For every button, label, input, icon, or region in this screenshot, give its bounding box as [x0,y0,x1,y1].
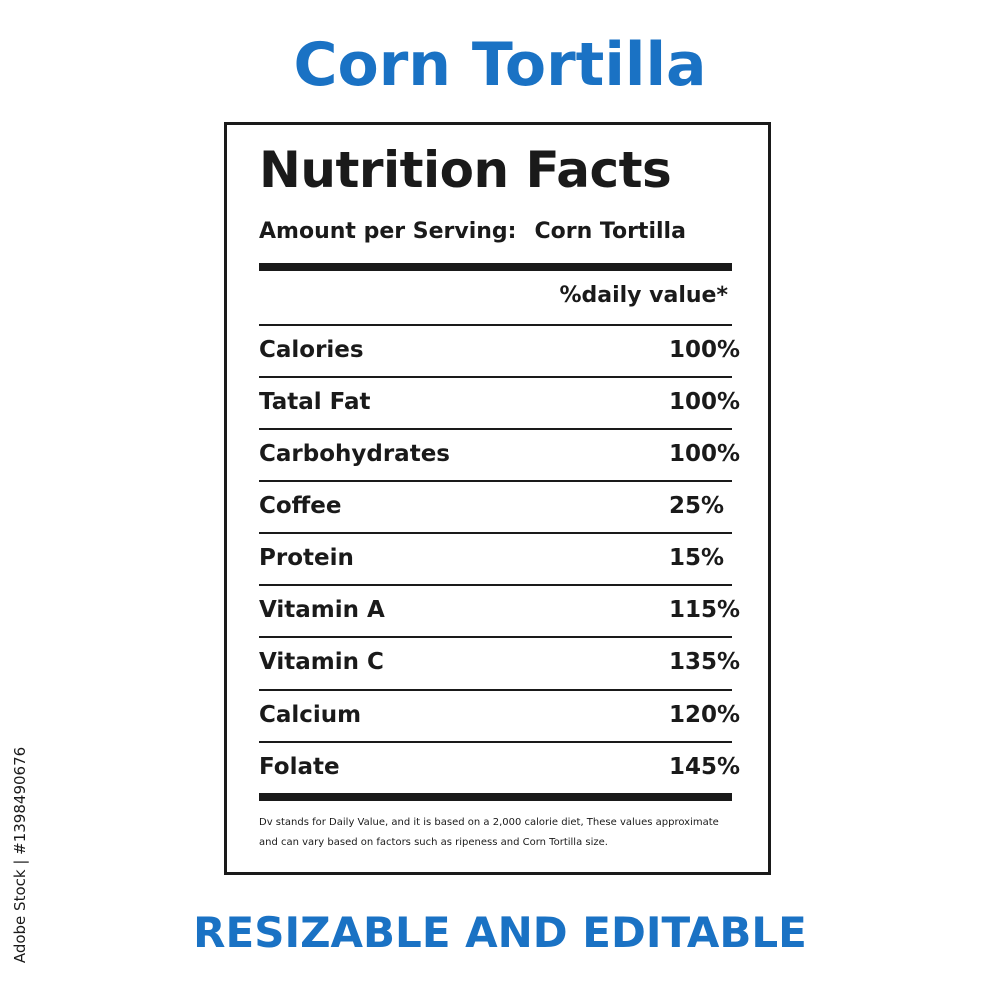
nutrient-value: 135% [669,649,741,675]
nutrient-name: Vitamin A [259,597,385,623]
nutrient-name: Calories [259,337,364,363]
nutrition-facts-title: Nutrition Facts [259,141,672,199]
nutrition-label: Nutrition Facts Amount per Serving: Corn … [224,122,771,875]
nutrient-name: Protein [259,545,354,571]
nutrient-value: 145% [669,754,741,780]
nutrient-row-carbohydrates: Carbohydrates 100% [259,431,740,481]
divider [259,741,732,743]
resizable-banner: RESIZABLE AND EDITABLE [193,908,807,957]
daily-value-footnote: Dv stands for Daily Value, and it is bas… [259,813,749,853]
stock-id-watermark: Adobe Stock | #1398490676 [8,746,32,964]
nutrient-name: Calcium [259,702,362,728]
footnote-line: and can vary based on factors such as ri… [259,837,608,848]
nutrient-row-calories: Calories 100% [259,327,740,377]
nutrient-value: 25% [669,493,725,519]
divider [259,324,732,326]
nutrient-name: Vitamin C [259,649,384,675]
footnote-line: Dv stands for Daily Value, and it is bas… [259,817,719,828]
nutrient-row-folate: Folate 145% [259,744,740,794]
nutrient-value: 100% [669,337,741,363]
nutrient-value: 120% [669,702,741,728]
divider [259,428,732,430]
nutrient-value: 100% [669,389,741,415]
divider [259,584,732,586]
serving-line: Amount per Serving: Corn Tortilla [259,219,686,244]
divider [259,376,732,378]
product-heading: Corn Tortilla [293,30,707,100]
nutrient-name: Tatal Fat [259,389,371,415]
nutrient-name: Folate [259,754,340,780]
nutrient-value: 15% [669,545,725,571]
nutrient-value: 100% [669,441,741,467]
nutrient-name: Carbohydrates [259,441,450,467]
serving-value: Corn Tortilla [534,219,686,244]
nutrient-name: Coffee [259,493,342,519]
serving-label: Amount per Serving: [259,219,517,244]
nutrient-row-vitamin-c: Vitamin C 135% [259,639,740,689]
nutrient-row-vitamin-a: Vitamin A 115% [259,587,740,637]
divider [259,480,732,482]
nutrient-row-calcium: Calcium 120% [259,692,740,742]
nutrient-value: 115% [669,597,741,623]
nutrient-row-protein: Protein 15% [259,535,735,585]
thick-divider-bottom [259,793,732,801]
divider [259,636,732,638]
daily-value-header: %daily value* [559,283,728,308]
divider [259,689,732,691]
nutrient-row-coffee: Coffee 25% [259,483,735,533]
stock-id-text: Adobe Stock | #1398490676 [11,746,29,964]
divider [259,532,732,534]
thick-divider-top [259,263,732,271]
nutrient-row-total-fat: Tatal Fat 100% [259,379,740,429]
